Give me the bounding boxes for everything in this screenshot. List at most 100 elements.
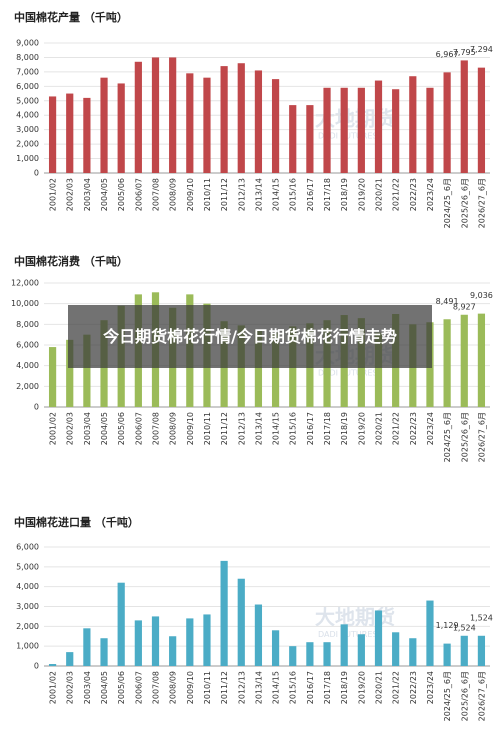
bar <box>443 319 451 407</box>
bar <box>443 72 451 173</box>
x-tick-label: 2003/04 <box>83 671 92 704</box>
x-tick-label: 2002/03 <box>66 412 75 445</box>
bar <box>460 314 468 407</box>
x-tick-label: 2025/26_6月 <box>460 671 469 721</box>
bar <box>323 87 331 173</box>
y-tick-label: 8,000 <box>16 320 39 329</box>
y-tick-label: 7,000 <box>16 67 39 76</box>
bar <box>66 339 74 407</box>
bar <box>460 635 468 666</box>
x-tick-label: 2026/27_6月 <box>477 178 486 228</box>
x-tick-label: 2009/10 <box>186 671 195 704</box>
y-tick-label: 9,000 <box>16 39 39 48</box>
x-tick-label: 2003/04 <box>83 178 92 211</box>
x-tick-label: 2015/16 <box>289 178 298 211</box>
x-tick-label: 2014/15 <box>272 671 281 704</box>
bar <box>409 638 417 666</box>
x-tick-label: 2003/04 <box>83 412 92 445</box>
x-tick-label: 2010/11 <box>203 412 212 445</box>
y-tick-label: 3,000 <box>16 125 39 134</box>
x-tick-label: 2010/11 <box>203 178 212 211</box>
bar <box>323 642 331 666</box>
x-tick-label: 2017/18 <box>323 412 332 445</box>
bar <box>117 83 125 173</box>
value-label: 6,967 <box>436 50 459 59</box>
bar <box>151 616 160 666</box>
x-tick-label: 2019/20 <box>357 178 366 211</box>
bar <box>271 79 280 173</box>
x-tick-label: 2016/17 <box>306 412 315 445</box>
value-label: 8,927 <box>453 302 476 311</box>
bar <box>169 57 177 173</box>
x-tick-label: 2021/22 <box>392 412 401 445</box>
bar <box>271 630 280 666</box>
x-tick-label: 2018/19 <box>340 412 349 445</box>
x-tick-label: 2006/07 <box>134 178 143 211</box>
bar <box>289 105 297 173</box>
bar <box>220 66 228 173</box>
bar <box>237 578 245 666</box>
x-tick-label: 2005/06 <box>117 178 126 211</box>
bar <box>203 77 211 173</box>
bar <box>83 334 91 407</box>
x-tick-label: 2005/06 <box>117 412 126 445</box>
bar <box>237 63 245 173</box>
bar <box>83 628 91 666</box>
x-tick-label: 2019/20 <box>357 412 366 445</box>
x-tick-label: 2026/27_6月 <box>477 412 486 462</box>
x-tick-label: 2021/22 <box>392 671 401 704</box>
value-label: 7,294 <box>470 45 493 54</box>
bar <box>289 646 297 666</box>
y-tick-label: 8,000 <box>16 53 39 62</box>
y-tick-label: 2,000 <box>16 382 39 391</box>
x-tick-label: 2018/19 <box>340 178 349 211</box>
banner: 今日期货棉花行情/今日期货棉花行情走势 <box>68 305 432 368</box>
x-tick-label: 2022/23 <box>409 671 418 704</box>
bar <box>186 618 194 666</box>
x-tick-label: 2008/09 <box>169 412 178 445</box>
x-tick-label: 2012/13 <box>237 178 246 211</box>
x-tick-label: 2015/16 <box>289 412 298 445</box>
x-tick-label: 2004/05 <box>100 671 109 704</box>
x-tick-label: 2009/10 <box>186 412 195 445</box>
bar <box>186 73 194 173</box>
bar <box>48 96 57 173</box>
bar <box>100 77 108 173</box>
bar <box>134 620 142 666</box>
chart-title: 中国棉花消费 （千吨） <box>14 254 128 268</box>
x-tick-label: 2016/17 <box>306 671 315 704</box>
bar <box>426 600 434 666</box>
x-tick-label: 2018/19 <box>340 671 349 704</box>
x-tick-label: 2023/24 <box>426 412 435 445</box>
x-tick-label: 2001/02 <box>49 412 58 445</box>
bar <box>83 97 91 173</box>
bar <box>477 67 486 173</box>
chart-title: 中国棉花产量 （千吨） <box>14 10 128 24</box>
bar <box>134 61 142 173</box>
y-tick-label: 4,000 <box>16 361 39 370</box>
bar <box>48 664 57 666</box>
x-tick-label: 2008/09 <box>169 178 178 211</box>
bar <box>306 642 314 666</box>
bar <box>169 636 177 666</box>
y-tick-label: 0 <box>34 662 39 671</box>
x-tick-label: 2023/24 <box>426 671 435 704</box>
x-tick-label: 2007/08 <box>152 412 161 445</box>
x-tick-label: 2024/25_6月 <box>443 671 452 721</box>
x-tick-label: 2001/02 <box>49 178 58 211</box>
x-tick-label: 2013/14 <box>254 178 263 211</box>
y-tick-label: 12,000 <box>11 279 39 288</box>
x-tick-label: 2009/10 <box>186 178 195 211</box>
bar <box>117 582 125 666</box>
bar <box>374 332 383 407</box>
x-tick-label: 2022/23 <box>409 178 418 211</box>
value-label: 9,036 <box>470 291 493 300</box>
x-tick-label: 2019/20 <box>357 671 366 704</box>
bar <box>357 87 365 173</box>
x-tick-label: 2020/21 <box>375 178 384 211</box>
x-tick-label: 2001/02 <box>49 671 58 704</box>
x-tick-label: 2013/14 <box>254 412 263 445</box>
bar <box>426 87 434 173</box>
y-tick-label: 2,000 <box>16 140 39 149</box>
